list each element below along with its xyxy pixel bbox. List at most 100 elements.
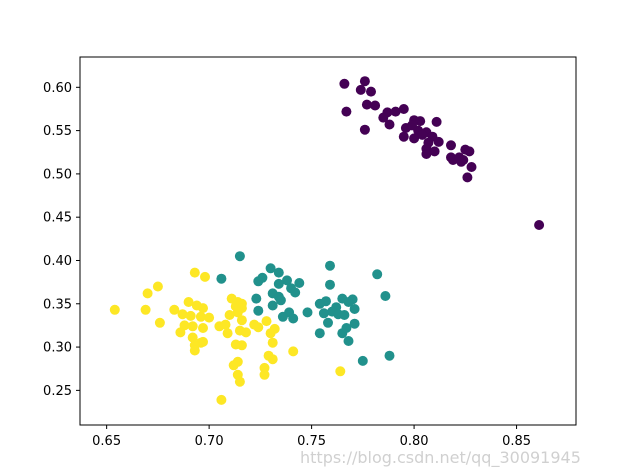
scatter-point-s1-10 <box>325 279 335 290</box>
scatter-point-s0-12 <box>415 116 426 127</box>
scatter-point-s0-9 <box>398 104 409 114</box>
scatter-point-s2-18 <box>198 323 208 333</box>
scatter-point-s2-53 <box>288 346 299 357</box>
scatter-point-s1-36 <box>323 317 333 328</box>
scatter-point-s0-30 <box>464 146 475 157</box>
scatter-point-s2-52 <box>234 376 245 387</box>
scatter-point-s1-13 <box>290 287 301 298</box>
scatter-point-s1-8 <box>282 275 292 286</box>
scatter-point-s2-9 <box>183 297 194 307</box>
scatter-point-s1-16 <box>251 293 262 304</box>
scatter-point-s1-7 <box>253 276 264 287</box>
scatter-point-s0-1 <box>359 76 370 87</box>
scatter-point-s0-20 <box>417 129 428 140</box>
scatter-point-s2-23 <box>198 336 208 347</box>
scatter-point-s2-39 <box>236 340 247 351</box>
scatter-point-s2-19 <box>175 327 186 338</box>
scatter-point-s2-50 <box>228 360 239 371</box>
scatter-point-s1-40 <box>384 350 395 361</box>
scatter-point-s2-42 <box>261 316 272 327</box>
x-tick-label: 0.65 <box>92 434 121 449</box>
y-tick-label: 0.55 <box>43 124 72 139</box>
axes-frame <box>79 56 577 426</box>
scatter-point-s0-26 <box>446 140 456 151</box>
y-tick-label: 0.25 <box>43 384 72 399</box>
scatter-point-s2-43 <box>265 328 276 339</box>
scatter-point-s0-8 <box>390 106 401 117</box>
watermark-text: https://blog.csdn.net/qq_30091945 <box>300 448 581 468</box>
scatter-point-s2-47 <box>259 362 270 373</box>
scatter-point-s1-11 <box>273 278 284 289</box>
scatter-point-s1-39 <box>343 336 354 346</box>
scatter-point-s0-39 <box>534 220 545 230</box>
scatter-point-s0-10 <box>378 112 389 123</box>
scatter-point-s2-2 <box>189 267 200 278</box>
scatter-point-s2-20 <box>187 332 198 343</box>
scatter-point-s0-28 <box>429 146 440 157</box>
scatter-point-s0-4 <box>361 99 372 110</box>
scatter-point-s2-6 <box>140 304 151 315</box>
scatter-point-s2-48 <box>259 369 270 380</box>
scatter-point-s2-0 <box>152 281 163 292</box>
scatter-point-s0-38 <box>462 172 473 183</box>
x-tick-label: 0.80 <box>400 434 429 449</box>
scatter-point-s0-2 <box>355 84 366 95</box>
scatter-point-s1-31 <box>318 308 329 319</box>
scatter-point-s1-5 <box>372 269 383 280</box>
scatter-point-s1-34 <box>277 311 288 322</box>
scatter-point-s1-3 <box>265 263 276 274</box>
scatter-point-s2-7 <box>154 317 165 328</box>
y-axis: 0.25 0.30 0.35 0.40 0.45 0.50 0.55 0.60 <box>43 81 80 399</box>
scatter-point-s1-26 <box>349 304 360 314</box>
scatter-point-s2-24 <box>189 345 200 356</box>
scatter-point-s0-17 <box>359 124 370 135</box>
scatter-point-s0-5 <box>370 100 381 111</box>
scatter-point-s2-17 <box>187 321 198 332</box>
y-tick-label: 0.30 <box>43 341 72 356</box>
scatter-point-s1-42 <box>349 318 360 329</box>
scatter-point-s2-40 <box>253 322 264 333</box>
scatter-point-s2-3 <box>200 271 210 282</box>
scatter-point-s0-22 <box>409 133 420 144</box>
scatter-point-s1-24 <box>267 300 278 311</box>
x-tick-label: 0.70 <box>195 434 224 449</box>
scatter-point-s1-37 <box>314 328 325 339</box>
scatter-point-s0-6 <box>341 106 352 117</box>
scatter-point-s2-44 <box>267 337 278 348</box>
scatter-point-s2-12 <box>177 309 188 320</box>
scatter-point-s2-13 <box>185 310 196 321</box>
x-tick-label: 0.75 <box>297 434 326 449</box>
x-tick-label: 0.85 <box>502 434 531 449</box>
scatter-point-s0-37 <box>466 162 477 172</box>
y-tick-label: 0.40 <box>43 254 72 269</box>
scatter-point-s0-23 <box>398 131 409 142</box>
scatter-point-s2-11 <box>198 303 208 314</box>
scatter-point-s1-2 <box>325 260 335 271</box>
scatter-point-s2-37 <box>222 328 233 339</box>
x-axis: 0.65 0.70 0.75 0.80 0.85 <box>92 425 531 449</box>
points-layer <box>109 76 545 405</box>
scatter-point-s1-43 <box>341 323 352 333</box>
scatter-point-s2-36 <box>241 327 251 338</box>
scatter-point-s1-27 <box>253 305 264 316</box>
scatter-point-s2-8 <box>169 304 180 315</box>
scatter-point-s2-32 <box>236 315 247 326</box>
scatter-point-s1-35 <box>288 313 299 324</box>
scatter-point-s2-1 <box>142 288 153 299</box>
scatter-point-s1-23 <box>314 298 325 309</box>
scatter-point-s2-14 <box>195 311 206 322</box>
scatter-point-s2-46 <box>267 354 278 365</box>
scatter-point-s2-31 <box>224 310 235 320</box>
scatter-point-s1-0 <box>234 251 245 262</box>
scatter-point-s2-30 <box>232 307 243 318</box>
y-tick-label: 0.60 <box>43 81 72 96</box>
y-tick-label: 0.45 <box>43 211 72 226</box>
scatter-point-s2-55 <box>335 366 346 377</box>
scatter-point-s2-54 <box>216 394 227 405</box>
scatter-point-s1-9 <box>294 278 305 288</box>
scatter-point-s1-30 <box>302 307 313 318</box>
scatter-point-s2-15 <box>204 312 215 323</box>
y-tick-label: 0.35 <box>43 297 72 312</box>
scatter-point-s0-24 <box>433 136 444 147</box>
